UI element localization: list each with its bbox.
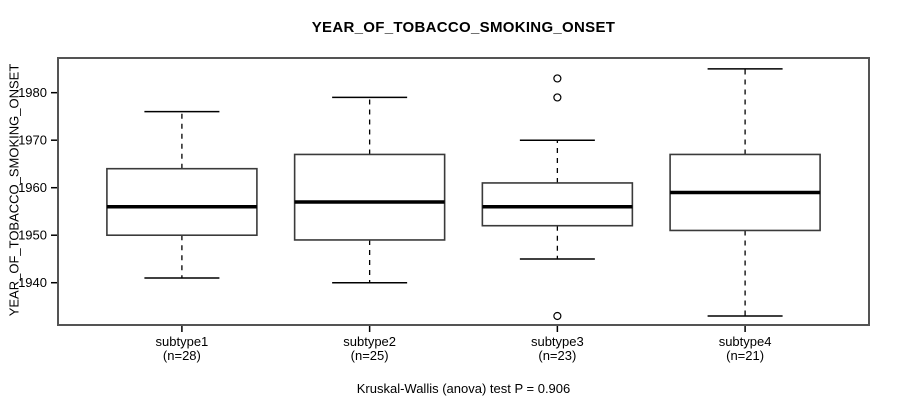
outlier-point <box>553 311 562 321</box>
chart-title: YEAR_OF_TOBACCO_SMOKING_ONSET <box>311 19 616 36</box>
iqr-box <box>293 153 446 241</box>
x-tick-label: subtype1 (n=28) <box>156 334 209 363</box>
y-tick-label: 1970 <box>18 133 47 148</box>
y-tick-label: 1960 <box>18 180 47 195</box>
outlier-point <box>553 93 562 102</box>
kruskal-wallis-caption: Kruskal-Wallis (anova) test P = 0.906 <box>356 381 571 396</box>
y-tick-label: 1980 <box>18 85 47 100</box>
y-tick-label: 1950 <box>18 228 47 243</box>
x-tick-label: subtype2 (n=25) <box>343 334 396 363</box>
y-tick-label: 1940 <box>18 275 47 290</box>
plot-border <box>57 57 870 326</box>
x-tick-label: subtype4 (n=21) <box>719 334 772 363</box>
iqr-box <box>481 182 634 227</box>
x-tick-label: subtype3 (n=23) <box>531 334 584 363</box>
iqr-box <box>106 167 258 237</box>
outlier-point <box>553 74 562 83</box>
